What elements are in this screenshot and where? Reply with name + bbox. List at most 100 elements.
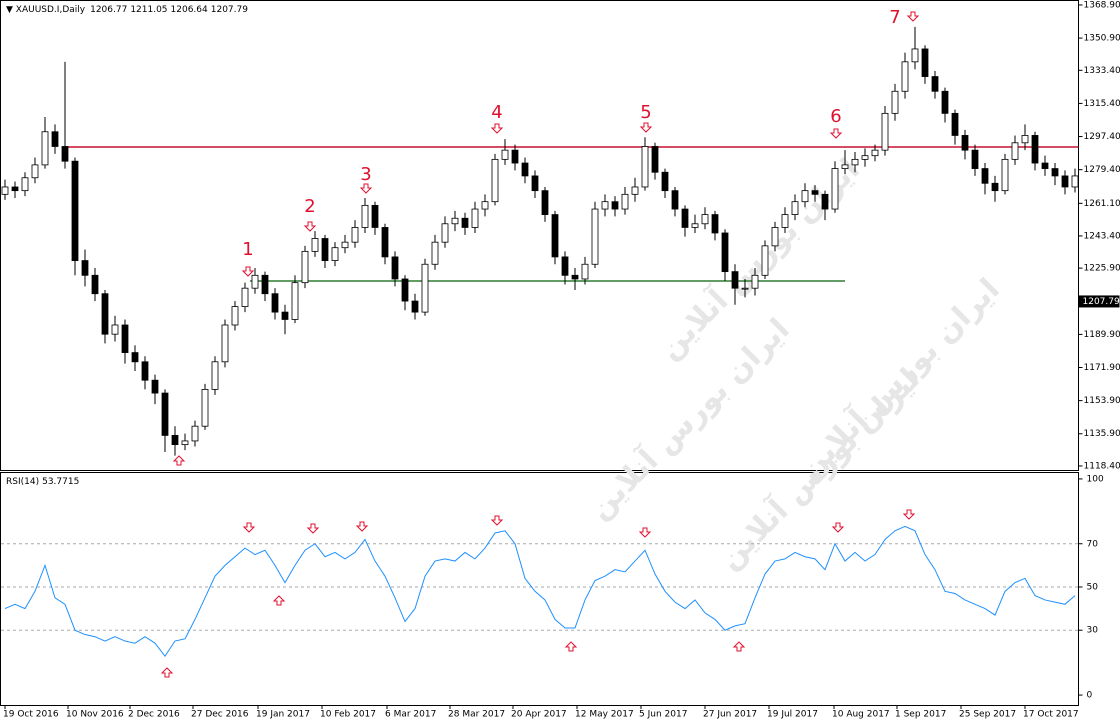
- candle-body: [911, 48, 919, 63]
- candle-body: [101, 293, 109, 335]
- candle-body: [1031, 135, 1039, 164]
- candle-body: [11, 186, 19, 192]
- arrow-down: [359, 183, 373, 194]
- x-tick-label: 27 Jun 2017: [703, 710, 757, 720]
- arrow-up: [564, 641, 578, 652]
- candle-body: [411, 300, 419, 313]
- arrow-down: [639, 122, 653, 133]
- header-open: 1206.77: [90, 5, 127, 15]
- candle-body: [651, 146, 659, 173]
- x-tick-label: 12 May 2017: [575, 710, 634, 720]
- candle-body: [601, 201, 609, 210]
- candle-body: [971, 149, 979, 169]
- x-tick-label: 5 Jun 2017: [639, 710, 687, 720]
- candle-body: [1041, 162, 1049, 169]
- candle-body: [251, 274, 259, 289]
- candle-body: [851, 158, 859, 166]
- candle-body: [1061, 175, 1069, 188]
- rsi-tick-label: 50: [1087, 582, 1099, 592]
- candle-body: [541, 190, 549, 215]
- candle-body: [701, 214, 709, 225]
- candle-body: [271, 293, 279, 313]
- arrow-up: [732, 641, 746, 652]
- price-panel: [0, 0, 1079, 471]
- y-tick-label: 1225.90: [1084, 264, 1120, 274]
- candle-body: [761, 245, 769, 276]
- candle-body: [791, 201, 799, 215]
- candle-body: [771, 227, 779, 247]
- candle-body: [611, 201, 619, 210]
- arrow-down: [829, 128, 843, 139]
- header-high: 1211.05: [130, 5, 167, 15]
- candle-body: [531, 175, 539, 192]
- candle-body: [711, 214, 719, 234]
- candle-body: [681, 208, 689, 228]
- rsi-name: RSI(14): [6, 477, 39, 487]
- candle-body: [641, 146, 649, 188]
- candle-body: [741, 287, 749, 290]
- candle-body: [41, 131, 49, 166]
- wave-label: 5: [640, 102, 651, 123]
- x-tick-label: 25 Sep 2017: [959, 710, 1016, 720]
- candle-body: [941, 90, 949, 114]
- arrow-down: [303, 221, 317, 232]
- candle-body: [331, 247, 339, 261]
- candle-body: [161, 392, 169, 436]
- y-tick-label: 1279.40: [1084, 165, 1120, 175]
- candle-body: [811, 190, 819, 195]
- candle-body: [201, 388, 209, 427]
- wave-label: 4: [491, 102, 502, 123]
- candle-body: [751, 274, 759, 289]
- arrow-down: [902, 509, 916, 520]
- candle-body: [31, 164, 39, 179]
- arrow-down: [490, 123, 504, 134]
- candle-body: [891, 90, 899, 114]
- header-low: 1206.64: [171, 5, 208, 15]
- wave-label: 3: [360, 164, 371, 185]
- candle-body: [281, 311, 289, 320]
- candle-body: [71, 160, 79, 261]
- candle-body: [341, 241, 349, 249]
- candle-body: [521, 162, 529, 177]
- symbol: XAUUSD.I,Daily: [16, 5, 86, 15]
- candle-body: [991, 182, 999, 192]
- candle-body: [841, 164, 849, 169]
- candle-body: [261, 274, 269, 295]
- x-tick-label: 19 Jan 2017: [256, 710, 310, 720]
- arrow-up: [160, 667, 174, 678]
- candle-body: [21, 177, 29, 192]
- y-tick-label: 1171.90: [1084, 363, 1120, 373]
- y-tick-label: 1333.40: [1084, 66, 1120, 76]
- candle-body: [381, 227, 389, 258]
- candle-body: [451, 217, 459, 225]
- candle-body: [1, 186, 9, 195]
- x-tick-label: 17 Oct 2017: [1023, 710, 1079, 720]
- candle-body: [361, 204, 369, 228]
- x-tick-label: 10 Aug 2017: [832, 710, 890, 720]
- candle-body: [1071, 175, 1079, 188]
- wave-label: 1: [242, 239, 253, 260]
- candle-body: [51, 131, 59, 147]
- candle-body: [591, 208, 599, 265]
- header-close: 1207.79: [211, 5, 248, 15]
- y-tick-label: 1135.90: [1084, 429, 1120, 439]
- rsi-tick-label: 100: [1087, 474, 1104, 484]
- candle-body: [301, 250, 309, 284]
- candle-body: [401, 278, 409, 302]
- candle-body: [1021, 135, 1029, 144]
- candle-body: [721, 232, 729, 273]
- y-tick-label: 1350.90: [1084, 34, 1120, 44]
- candle-body: [621, 193, 629, 210]
- candle-body: [1001, 158, 1009, 192]
- rsi-tick-label: 30: [1087, 626, 1099, 636]
- candle-body: [731, 271, 739, 289]
- x-tick-label: 6 Mar 2017: [385, 710, 436, 720]
- candle-body: [511, 149, 519, 164]
- candle-body: [391, 256, 399, 280]
- candle-body: [961, 135, 969, 151]
- candle-body: [901, 61, 909, 92]
- candle-body: [431, 241, 439, 265]
- candle-body: [661, 171, 669, 192]
- y-tick-label: 1297.40: [1084, 132, 1120, 142]
